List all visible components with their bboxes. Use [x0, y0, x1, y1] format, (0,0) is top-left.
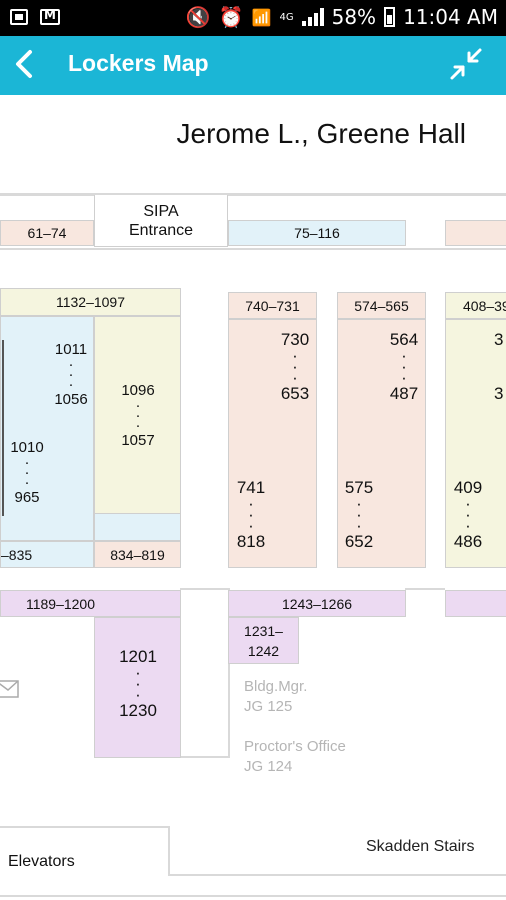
locker-block-1201-1230[interactable] [94, 617, 181, 758]
locker-column-408[interactable] [445, 319, 506, 568]
locker-block-574-565[interactable]: 574–565 [337, 292, 426, 319]
locker-range-label: 1189–1200 [25, 595, 96, 612]
locker-block-1189-1200[interactable]: 1189–1200 [0, 590, 181, 617]
locker-stack-1010-965: 1010 · · · 965 [10, 439, 44, 506]
locker-stack-409-486: 409 · · · 486 [453, 478, 483, 551]
locker-range-label: 1243–1266 [281, 595, 353, 612]
proctor-office: Proctor's Office JG 124 [244, 737, 346, 777]
status-time: 11:04 AM [403, 5, 498, 29]
locker-block-835[interactable]: –835 [0, 541, 94, 568]
office-room: JG 124 [244, 758, 293, 775]
bldg-mgr-office: Bldg.Mgr. JG 125 [244, 677, 307, 717]
locker-block-edge-purple [445, 590, 506, 617]
mail-icon [40, 8, 60, 25]
locker-stack-1201-1230: 1201 · · · 1230 [119, 647, 157, 720]
mute-icon: 🔇 [185, 5, 211, 29]
status-bar: 🔇 ⏰ 📶 4G 58% 11:04 AM [0, 0, 506, 36]
office-name: Bldg.Mgr. [244, 678, 308, 695]
skadden-stairs-label: Skadden Stairs [366, 838, 475, 855]
collapse-arrows-icon[interactable] [448, 46, 484, 82]
locker-block-1231-1242[interactable]: 1231– 1242 [228, 617, 299, 664]
locker-range-label: 408–39 [463, 297, 506, 314]
signal-icon [301, 8, 324, 26]
locker-block-edge [445, 220, 506, 246]
locker-range-label: 1231– 1242 [244, 622, 283, 659]
chevron-left-icon[interactable] [12, 46, 36, 82]
office-name: Proctor's Office [244, 738, 346, 755]
locker-range-label: 75–116 [294, 225, 340, 241]
locker-stack-730-653: 730 · · · 653 [280, 330, 310, 403]
map-wall [405, 588, 445, 590]
locker-range-label: 1132–1097 [55, 294, 126, 310]
locker-range-label: 834–819 [110, 546, 165, 563]
locker-stack-564-487: 564 · · · 487 [389, 330, 419, 403]
locker-column-740[interactable] [228, 319, 317, 568]
map-wall [228, 588, 230, 756]
map-wall [0, 248, 506, 250]
locker-block-blue[interactable] [0, 316, 94, 541]
locker-block-1096-1057[interactable] [94, 316, 181, 514]
locker-block-1243-1266[interactable]: 1243–1266 [228, 590, 406, 617]
locker-block-834-819[interactable]: 834–819 [94, 541, 181, 568]
locker-block-408[interactable]: 408–39 [445, 292, 506, 319]
locker-stack-741-818: 741 · · · 818 [236, 478, 266, 551]
locker-block-1132-1097[interactable]: 1132–1097 [0, 288, 181, 316]
locker-block-740-731[interactable]: 740–731 [228, 292, 317, 319]
app-bar: Lockers Map [0, 36, 506, 95]
wifi-icon: 📶 [251, 7, 272, 27]
map-wall [168, 826, 170, 876]
map-wall [180, 588, 230, 590]
gallery-icon [10, 9, 28, 25]
locker-block-61-74[interactable]: 61–74 [0, 220, 94, 246]
locker-range-label: 574–565 [354, 297, 409, 314]
alarm-icon: ⏰ [218, 5, 244, 29]
battery-percent: 58% [331, 5, 377, 29]
locker-block-75-116[interactable]: 75–116 [228, 220, 406, 246]
locker-stack-575-652: 575 · · · 652 [344, 478, 374, 551]
page-title: Lockers Map [68, 50, 209, 76]
entrance-label: SIPA Entrance [128, 202, 194, 239]
battery-icon [384, 7, 396, 27]
locker-range-label: 61–74 [27, 225, 67, 241]
map-wall [0, 193, 506, 196]
network-label: 4G [279, 11, 294, 23]
elevators-label: Elevators [8, 853, 75, 870]
locker-column-574[interactable] [337, 319, 426, 568]
map-wall [0, 826, 170, 828]
office-room: JG 125 [244, 698, 293, 715]
locker-stack-1011-1056: 1011 · · · 1056 [54, 341, 88, 408]
building-title: Jerome L., Greene Hall [176, 118, 466, 149]
locker-range-label: –835 [1, 546, 33, 563]
locker-stack-1096-1057: 1096 · · · 1057 [121, 382, 155, 449]
map-wall [180, 756, 230, 758]
map-wall [0, 895, 506, 897]
locker-block-blue-strip [94, 514, 181, 541]
envelope-icon [0, 680, 19, 698]
sipa-entrance: SIPA Entrance [94, 195, 228, 247]
map-wall [168, 874, 506, 876]
map-divider [2, 340, 4, 516]
locker-range-label: 740–731 [245, 297, 300, 314]
